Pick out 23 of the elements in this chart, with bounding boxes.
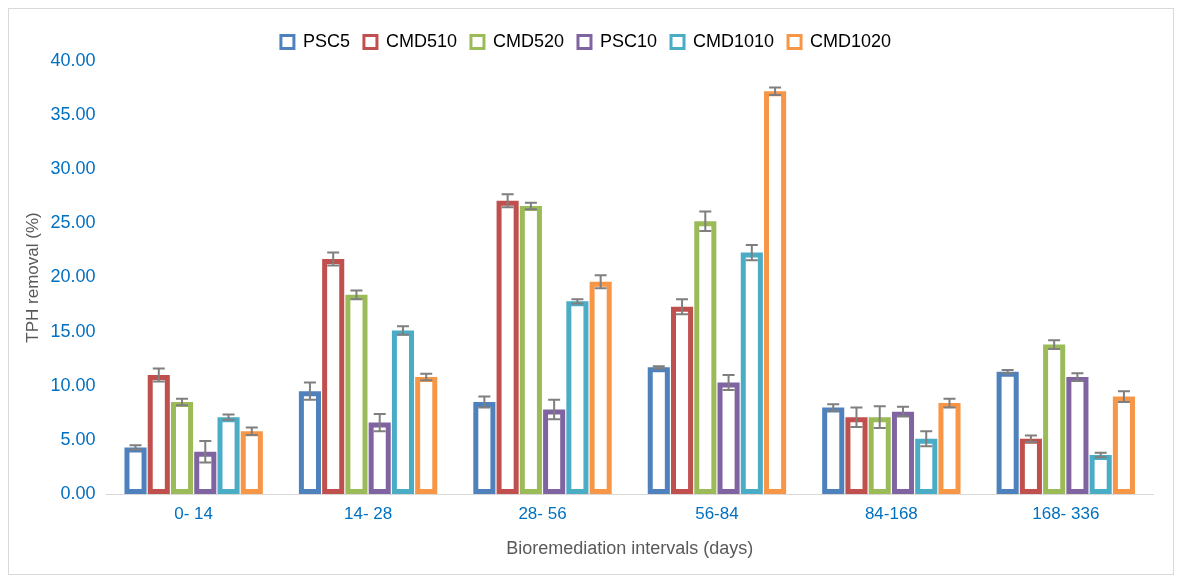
y-tick-label: 10.00 xyxy=(50,374,96,395)
legend-label: CMD1010 xyxy=(693,30,775,51)
x-tick-label: 56-84 xyxy=(695,503,739,523)
y-tick-label: 25.00 xyxy=(50,212,96,233)
y-tick-label: 35.00 xyxy=(50,104,96,125)
y-tick-label: 0.00 xyxy=(60,482,96,503)
y-tick-label: 40.00 xyxy=(50,49,96,70)
y-axis-title: TPH removal (%) xyxy=(22,212,42,343)
x-tick-label: 14- 28 xyxy=(343,503,393,523)
y-tick-label: 5.00 xyxy=(60,428,96,449)
y-tick-label: 20.00 xyxy=(50,266,96,287)
legend-label: CMD1020 xyxy=(810,30,892,51)
x-tick-label: 168- 336 xyxy=(1032,503,1100,523)
x-tick-label: 84-168 xyxy=(864,503,918,523)
y-tick-label: 30.00 xyxy=(50,158,96,179)
legend-label: PSC5 xyxy=(302,30,350,51)
x-tick-label: 28- 56 xyxy=(518,503,567,523)
y-tick-label: 15.00 xyxy=(50,320,96,341)
x-axis-title: Bioremediation intervals (days) xyxy=(506,538,754,559)
legend-label: PSC10 xyxy=(599,30,658,51)
legend-label: CMD510 xyxy=(385,30,457,51)
legend-label: CMD520 xyxy=(492,30,564,51)
x-tick-label: 0- 14 xyxy=(174,503,214,523)
